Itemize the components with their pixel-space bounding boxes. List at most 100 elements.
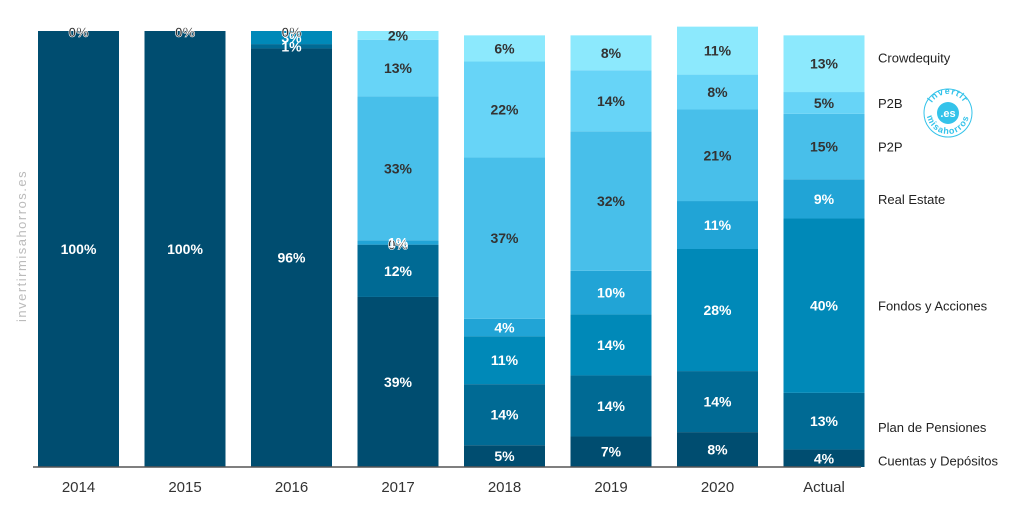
bar-segment-2019-real-estate bbox=[570, 270, 652, 315]
data-label-2020-plan-de-pensiones: 14% bbox=[703, 394, 732, 410]
bar-segment-2017-crowdequity bbox=[357, 31, 439, 40]
data-label-2017-fondos-y-acciones: 0% bbox=[388, 237, 409, 253]
bar-segment-2017-plan-de-pensiones bbox=[357, 244, 439, 297]
bar-segment-2018-fondos-y-acciones bbox=[464, 336, 545, 385]
data-label-2019-plan-de-pensiones: 14% bbox=[597, 398, 626, 414]
bar-segment-2019-fondos-y-acciones bbox=[570, 314, 652, 376]
bar-segment-2018-p2p bbox=[464, 157, 545, 319]
bar-segment-2016-fondos-y-acciones bbox=[251, 31, 332, 45]
legend-label-real-estate: Real Estate bbox=[878, 192, 945, 207]
bar-segment-2017-p2p bbox=[357, 96, 439, 241]
data-label-2020-cuentas-y-depositos: 8% bbox=[707, 442, 728, 458]
data-label-2018-plan-de-pensiones: 14% bbox=[490, 407, 519, 423]
legend-label-p2b: P2B bbox=[878, 96, 903, 111]
x-tick-actual: Actual bbox=[803, 479, 845, 496]
bar-segment-2014-cuentas-y-depositos bbox=[38, 31, 119, 467]
legend: Cuentas y Depósitos Plan de Pensiones Fond… bbox=[878, 51, 998, 469]
bar-segment-2019-p2b bbox=[570, 70, 652, 132]
x-tick-2016: 2016 bbox=[275, 479, 308, 496]
bar-segment-2020-real-estate bbox=[677, 201, 758, 249]
data-label-2015-cuentas-y-depositos: 100% bbox=[167, 241, 203, 257]
data-label-2019-fondos-y-acciones: 14% bbox=[597, 337, 626, 353]
data-label-2016-plan-de-pensiones: 1% bbox=[281, 38, 302, 54]
bar-segment-2017-p2b bbox=[357, 39, 439, 97]
bar-segment-2019-crowdequity bbox=[570, 35, 652, 71]
data-label-2016-cuentas-y-depositos: 96% bbox=[277, 250, 306, 266]
x-tick-2015: 2015 bbox=[168, 479, 201, 496]
bar-segment-actual-p2b bbox=[783, 92, 865, 114]
data-label-2014-cuentas-y-depositos: 100% bbox=[61, 241, 97, 257]
data-label-2020-crowdequity: 11% bbox=[704, 43, 732, 59]
bar-segment-2017-real-estate bbox=[357, 240, 439, 245]
segment-labels-group: 100%0%100%0%96%1%3%0%39%12%0%1%33%13%2%5… bbox=[61, 24, 839, 467]
x-tick-labels-group: 2014 2015 2016 2017 2018 2019 2020 Actual bbox=[62, 479, 845, 496]
data-label-2019-crowdequity: 8% bbox=[601, 45, 622, 61]
data-label-2018-crowdequity: 6% bbox=[494, 40, 515, 56]
data-label-2020-real-estate: 11% bbox=[704, 217, 732, 233]
x-tick-2018: 2018 bbox=[488, 479, 521, 496]
watermark-text: invertirmisahorros.es bbox=[14, 170, 29, 322]
data-label-actual-crowdequity: 13% bbox=[810, 56, 839, 72]
logo-top-text: invertir bbox=[925, 86, 970, 104]
bar-segment-actual-p2p bbox=[783, 113, 865, 180]
bar-segment-2018-p2b bbox=[464, 61, 545, 158]
legend-label-crowdequity: Crowdequity bbox=[878, 51, 951, 66]
data-label-2016-fondos-y-acciones: 3% bbox=[281, 30, 302, 46]
bar-segment-2020-p2p bbox=[677, 109, 758, 202]
bar-segment-2019-p2p bbox=[570, 131, 652, 271]
bar-segment-actual-real-estate bbox=[783, 179, 865, 219]
x-tick-2014: 2014 bbox=[62, 479, 95, 496]
data-label-2020-p2b: 8% bbox=[707, 84, 728, 100]
data-label-2019-p2p: 32% bbox=[597, 193, 626, 209]
x-tick-2020: 2020 bbox=[701, 479, 734, 496]
data-label-2020-fondos-y-acciones: 28% bbox=[703, 302, 732, 318]
bar-segment-actual-plan-de-pensiones bbox=[783, 392, 865, 450]
data-label-actual-p2p: 15% bbox=[810, 139, 839, 155]
data-label-actual-cuentas-y-depositos: 4% bbox=[814, 450, 835, 466]
data-label-2019-real-estate: 10% bbox=[597, 285, 626, 301]
data-label-2018-p2b: 22% bbox=[490, 101, 519, 117]
data-label-2017-p2b: 13% bbox=[384, 60, 413, 76]
legend-label-cuentas-y-depositos: Cuentas y Depósitos bbox=[878, 453, 998, 468]
legend-label-fondos-y-acciones: Fondos y Acciones bbox=[878, 299, 988, 314]
data-label-2015-crowdequity: 0% bbox=[175, 24, 196, 40]
x-tick-2019: 2019 bbox=[594, 479, 627, 496]
legend-label-plan-de-pensiones: Plan de Pensiones bbox=[878, 420, 987, 435]
logo-center-text: .es bbox=[940, 108, 955, 120]
bar-segment-2019-cuentas-y-depositos bbox=[570, 436, 652, 467]
bar-segment-2019-plan-de-pensiones bbox=[570, 375, 652, 437]
data-label-actual-p2b: 5% bbox=[814, 95, 835, 111]
bar-segment-2016-cuentas-y-depositos bbox=[251, 48, 332, 467]
logo-dot bbox=[937, 102, 959, 124]
data-label-2017-real-estate: 1% bbox=[388, 234, 409, 250]
data-label-2019-p2b: 14% bbox=[597, 93, 626, 109]
data-label-actual-real-estate: 9% bbox=[814, 191, 835, 207]
data-label-actual-plan-de-pensiones: 13% bbox=[810, 413, 839, 429]
x-tick-2017: 2017 bbox=[381, 479, 414, 496]
bar-segment-2018-plan-de-pensiones bbox=[464, 384, 545, 446]
watermark-logo: .es invertir misahorros bbox=[923, 86, 973, 138]
data-label-2020-p2p: 21% bbox=[703, 147, 732, 163]
bar-segment-actual-crowdequity bbox=[783, 35, 865, 93]
logo-ring bbox=[923, 88, 973, 138]
data-label-2016-crowdequity: 0% bbox=[281, 24, 302, 40]
data-label-2018-real-estate: 4% bbox=[494, 319, 515, 335]
legend-label-p2p: P2P bbox=[878, 140, 903, 155]
data-label-2017-cuentas-y-depositos: 39% bbox=[384, 374, 413, 390]
bar-segment-2020-fondos-y-acciones bbox=[677, 249, 758, 372]
bar-segment-2018-cuentas-y-depositos bbox=[464, 445, 545, 467]
data-label-2019-cuentas-y-depositos: 7% bbox=[601, 444, 622, 460]
data-label-actual-fondos-y-acciones: 40% bbox=[810, 298, 839, 314]
bar-segment-2018-crowdequity bbox=[464, 35, 545, 62]
bar-segment-2018-real-estate bbox=[464, 318, 545, 337]
data-label-2017-crowdequity: 2% bbox=[388, 27, 409, 43]
bar-segment-2017-cuentas-y-depositos bbox=[357, 296, 439, 467]
bar-segment-2016-plan-de-pensiones bbox=[251, 44, 332, 49]
data-label-2018-cuentas-y-depositos: 5% bbox=[494, 448, 515, 464]
data-label-2017-plan-de-pensiones: 12% bbox=[384, 263, 413, 279]
bar-segment-actual-fondos-y-acciones bbox=[783, 218, 865, 393]
bar-segment-2020-crowdequity bbox=[677, 26, 758, 75]
data-label-2018-p2p: 37% bbox=[490, 230, 519, 246]
bar-segment-2020-p2b bbox=[677, 74, 758, 110]
